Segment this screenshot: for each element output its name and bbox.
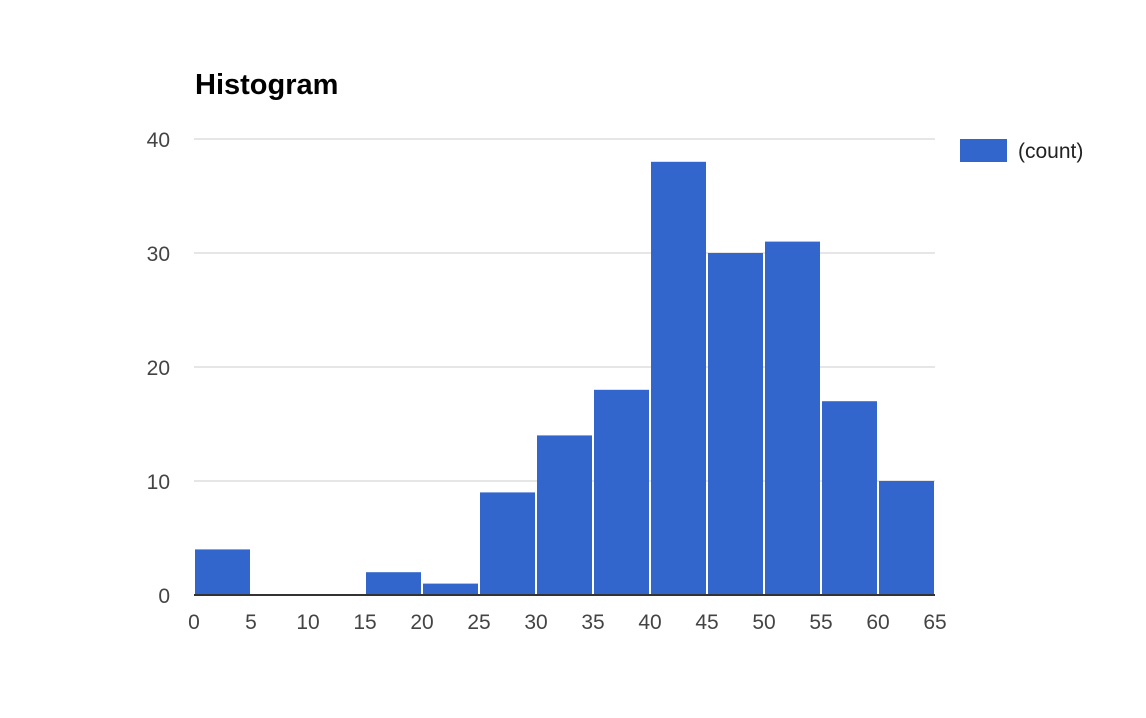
x-tick-label: 25 <box>467 611 490 634</box>
x-tick-label: 50 <box>752 611 775 634</box>
y-tick-label: 40 <box>147 129 170 152</box>
histogram-bar <box>651 161 706 596</box>
histogram-bar <box>765 241 820 595</box>
x-tick-label: 40 <box>638 611 661 634</box>
y-tick-label: 10 <box>147 471 170 494</box>
legend: (count) <box>960 139 1083 163</box>
histogram-bar <box>708 253 763 595</box>
y-tick-label: 20 <box>147 357 170 380</box>
x-tick-label: 60 <box>866 611 889 634</box>
histogram-bar <box>594 389 649 595</box>
x-tick-label: 15 <box>353 611 376 634</box>
chart-title: Histogram <box>195 69 338 101</box>
histogram-bar <box>366 572 421 595</box>
x-tick-label: 45 <box>695 611 718 634</box>
x-tick-label: 5 <box>245 611 257 634</box>
x-tick-label: 10 <box>296 611 319 634</box>
x-tick-label: 55 <box>809 611 832 634</box>
y-tick-label: 30 <box>147 243 170 266</box>
y-tick-labels: 0 10 20 30 40 <box>147 129 170 608</box>
x-tick-label: 0 <box>188 611 200 634</box>
legend-label: (count) <box>1018 140 1083 163</box>
y-tick-label: 0 <box>158 585 170 608</box>
histogram-bar <box>480 492 535 595</box>
histogram-bar <box>423 583 478 595</box>
bars <box>195 161 934 596</box>
histogram-bar <box>879 481 934 595</box>
x-tick-labels: 0 5 10 15 20 25 30 35 40 45 50 55 60 65 <box>188 611 947 634</box>
x-tick-label: 20 <box>410 611 433 634</box>
x-tick-label: 65 <box>923 611 946 634</box>
histogram-bar <box>537 435 592 595</box>
histogram-bar <box>195 549 250 595</box>
x-tick-label: 30 <box>524 611 547 634</box>
histogram-bar <box>822 401 877 595</box>
legend-swatch <box>960 139 1007 162</box>
x-tick-label: 35 <box>581 611 604 634</box>
